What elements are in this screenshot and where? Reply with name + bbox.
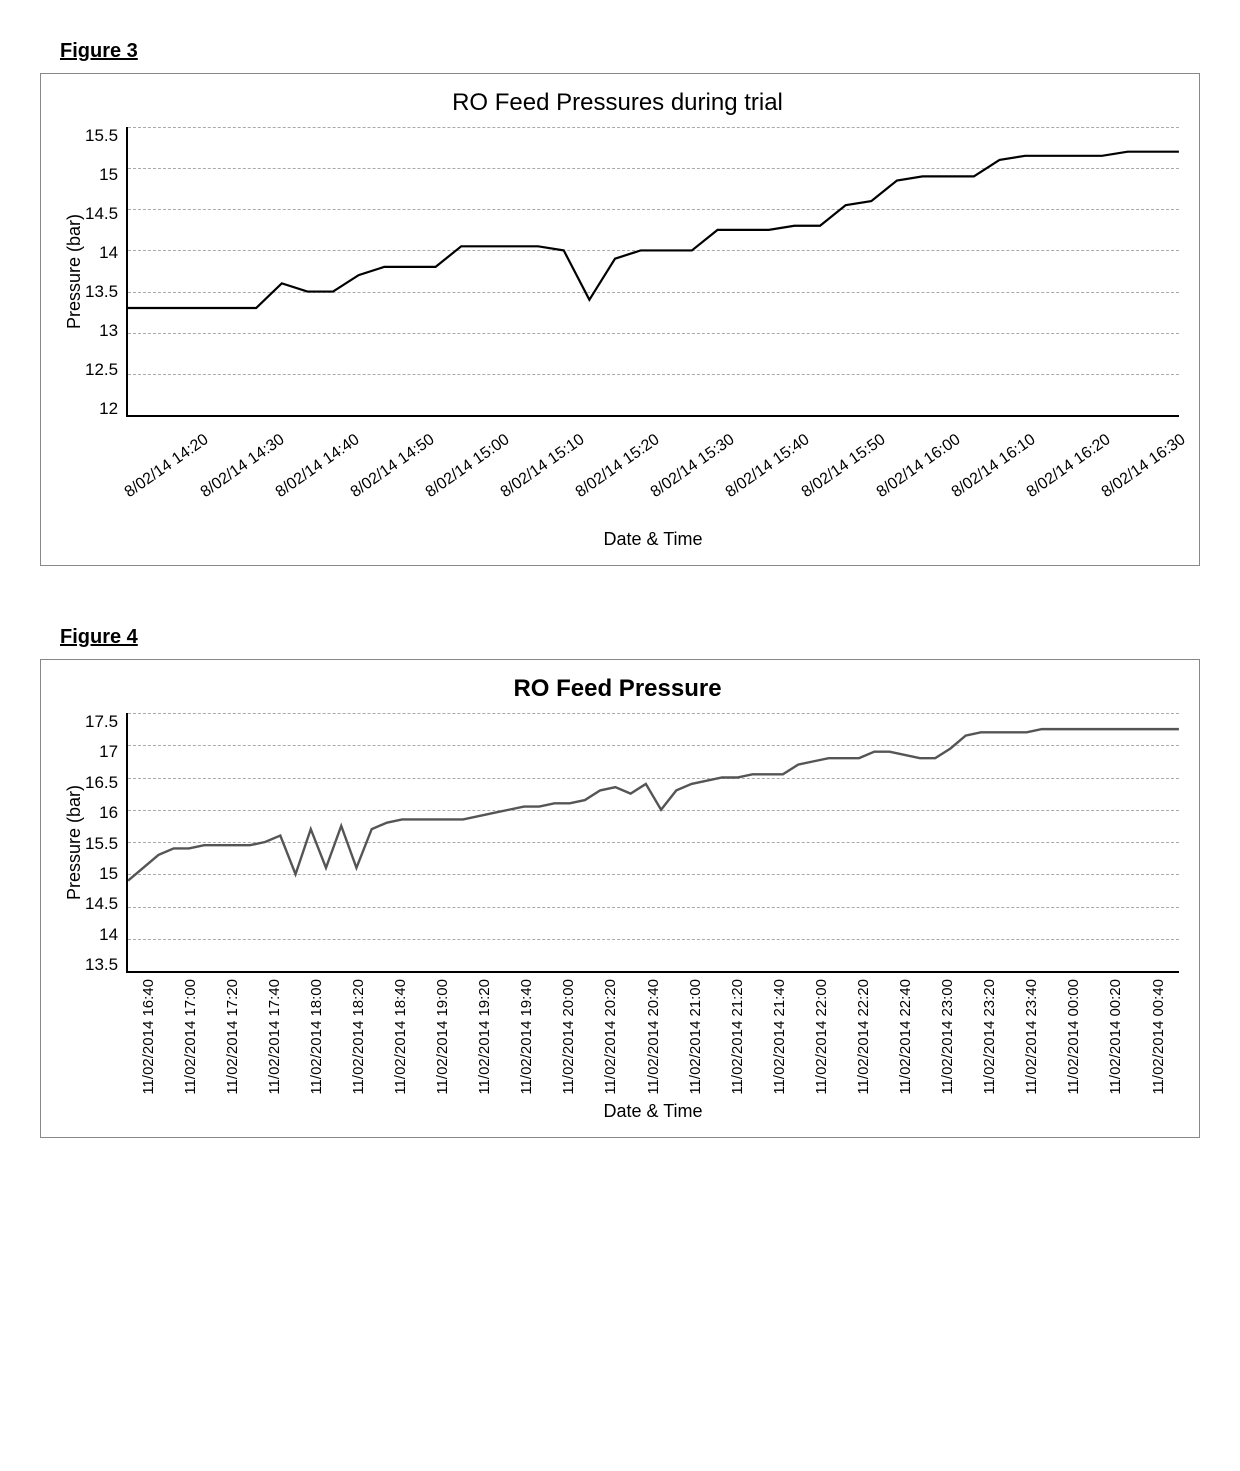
figure3-x-ticks: 8/02/14 14:208/02/14 14:308/02/14 14:408… <box>127 423 1179 523</box>
x-tick-label: 11/02/2014 17:00 <box>182 979 199 1095</box>
x-tick-label: 11/02/2014 19:00 <box>434 979 451 1095</box>
x-tick-label: 8/02/14 16:10 <box>949 431 1039 502</box>
y-tick-label: 13 <box>85 322 118 339</box>
x-tick-label: 11/02/2014 20:00 <box>560 979 577 1095</box>
y-tick-label: 14.5 <box>85 205 118 222</box>
y-tick-label: 13.5 <box>85 956 118 973</box>
x-tick-label: 8/02/14 14:50 <box>347 431 437 502</box>
x-tick-label: 11/02/2014 21:20 <box>729 979 746 1095</box>
x-tick-label: 8/02/14 14:40 <box>272 431 362 502</box>
x-tick-label: 11/02/2014 17:40 <box>266 979 283 1095</box>
figure3-chart: RO Feed Pressures during trial Pressure … <box>40 73 1200 566</box>
x-tick-label: 11/02/2014 00:20 <box>1107 979 1124 1095</box>
x-tick-label: 11/02/2014 19:40 <box>518 979 535 1095</box>
x-tick-label: 11/02/2014 23:00 <box>939 979 956 1095</box>
figure3-xlabel: Date & Time <box>127 529 1179 550</box>
x-tick-label: 11/02/2014 20:40 <box>645 979 662 1095</box>
y-tick-label: 15 <box>85 166 118 183</box>
x-tick-label: 11/02/2014 00:00 <box>1065 979 1082 1095</box>
figure3-label: Figure 3 <box>60 40 1200 63</box>
x-tick-label: 8/02/14 16:30 <box>1099 431 1189 502</box>
x-tick-label: 11/02/2014 21:00 <box>687 979 704 1095</box>
figure3-ylabel: Pressure (bar) <box>56 214 85 329</box>
y-tick-label: 15 <box>85 865 118 882</box>
x-tick-label: 8/02/14 15:50 <box>798 431 888 502</box>
y-tick-label: 15.5 <box>85 835 118 852</box>
x-tick-label: 11/02/2014 20:20 <box>602 979 619 1095</box>
x-tick-label: 11/02/2014 22:40 <box>897 979 914 1095</box>
figure4-title: RO Feed Pressure <box>56 675 1179 703</box>
series-line <box>128 729 1179 881</box>
figure4-plot-area <box>126 713 1179 973</box>
figure4-label: Figure 4 <box>60 626 1200 649</box>
x-tick-label: 11/02/2014 18:00 <box>308 979 325 1095</box>
figure4-ylabel: Pressure (bar) <box>56 785 85 900</box>
figure4-xlabel: Date & Time <box>127 1101 1179 1122</box>
x-tick-label: 11/02/2014 18:40 <box>392 979 409 1095</box>
figure4-chart: RO Feed Pressure Pressure (bar) 17.5 17 16… <box>40 659 1200 1138</box>
y-tick-label: 14 <box>85 244 118 261</box>
figure3-title: RO Feed Pressures during trial <box>56 89 1179 117</box>
x-tick-label: 11/02/2014 19:20 <box>476 979 493 1095</box>
y-tick-label: 15.5 <box>85 127 118 144</box>
figure3-y-ticks: 15.5 15 14.5 14 13.5 13 12.5 12 <box>85 127 126 417</box>
x-tick-label: 11/02/2014 22:00 <box>813 979 830 1095</box>
x-tick-label: 8/02/14 14:20 <box>122 431 212 502</box>
x-tick-label: 11/02/2014 23:40 <box>1023 979 1040 1095</box>
y-tick-label: 17.5 <box>85 713 118 730</box>
x-tick-label: 11/02/2014 16:40 <box>140 979 157 1095</box>
x-tick-label: 11/02/2014 00:40 <box>1150 979 1167 1095</box>
y-tick-label: 17 <box>85 743 118 760</box>
figure3-plot-area <box>126 127 1179 417</box>
x-tick-label: 11/02/2014 22:20 <box>855 979 872 1095</box>
y-tick-label: 16 <box>85 804 118 821</box>
y-tick-label: 16.5 <box>85 774 118 791</box>
x-tick-label: 8/02/14 15:40 <box>723 431 813 502</box>
x-tick-label: 11/02/2014 18:20 <box>350 979 367 1095</box>
y-tick-label: 14 <box>85 926 118 943</box>
y-tick-label: 12 <box>85 400 118 417</box>
y-tick-label: 12.5 <box>85 361 118 378</box>
x-tick-label: 8/02/14 16:00 <box>873 431 963 502</box>
x-tick-label: 8/02/14 14:30 <box>197 431 287 502</box>
series-line <box>128 152 1179 308</box>
x-tick-label: 8/02/14 15:00 <box>423 431 513 502</box>
y-tick-label: 14.5 <box>85 895 118 912</box>
x-tick-label: 11/02/2014 21:40 <box>771 979 788 1095</box>
figure4-y-ticks: 17.5 17 16.5 16 15.5 15 14.5 14 13.5 <box>85 713 126 973</box>
x-tick-label: 11/02/2014 17:20 <box>224 979 241 1095</box>
y-tick-label: 13.5 <box>85 283 118 300</box>
x-tick-label: 11/02/2014 23:20 <box>981 979 998 1095</box>
figure4-x-ticks: 11/02/2014 16:40 11/02/2014 17:00 11/02/20… <box>127 979 1179 1095</box>
